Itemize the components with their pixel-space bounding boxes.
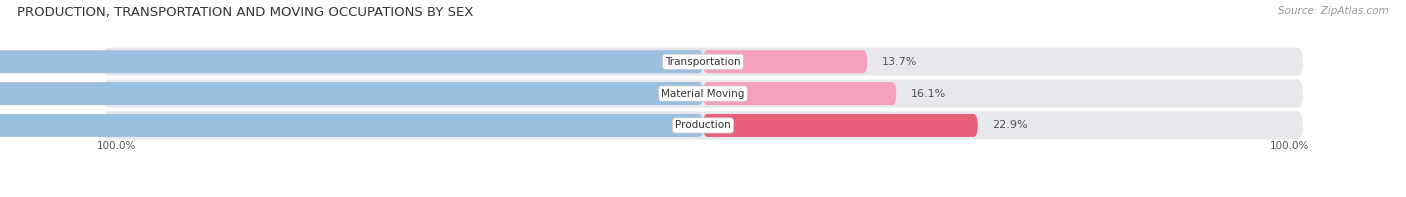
FancyBboxPatch shape [0, 114, 703, 137]
FancyBboxPatch shape [703, 82, 896, 105]
Text: Production: Production [675, 120, 731, 130]
FancyBboxPatch shape [103, 48, 1303, 76]
FancyBboxPatch shape [103, 112, 1303, 139]
Text: 16.1%: 16.1% [911, 89, 946, 98]
Text: 100.0%: 100.0% [97, 141, 136, 151]
FancyBboxPatch shape [103, 80, 1303, 108]
Text: 100.0%: 100.0% [1270, 141, 1309, 151]
FancyBboxPatch shape [703, 114, 977, 137]
Text: Source: ZipAtlas.com: Source: ZipAtlas.com [1278, 6, 1389, 16]
Text: Material Moving: Material Moving [661, 89, 745, 98]
Text: 13.7%: 13.7% [882, 57, 917, 67]
FancyBboxPatch shape [0, 50, 703, 73]
Text: Transportation: Transportation [665, 57, 741, 67]
FancyBboxPatch shape [0, 82, 703, 105]
FancyBboxPatch shape [703, 50, 868, 73]
Text: PRODUCTION, TRANSPORTATION AND MOVING OCCUPATIONS BY SEX: PRODUCTION, TRANSPORTATION AND MOVING OC… [17, 6, 474, 19]
Text: 22.9%: 22.9% [993, 120, 1028, 130]
